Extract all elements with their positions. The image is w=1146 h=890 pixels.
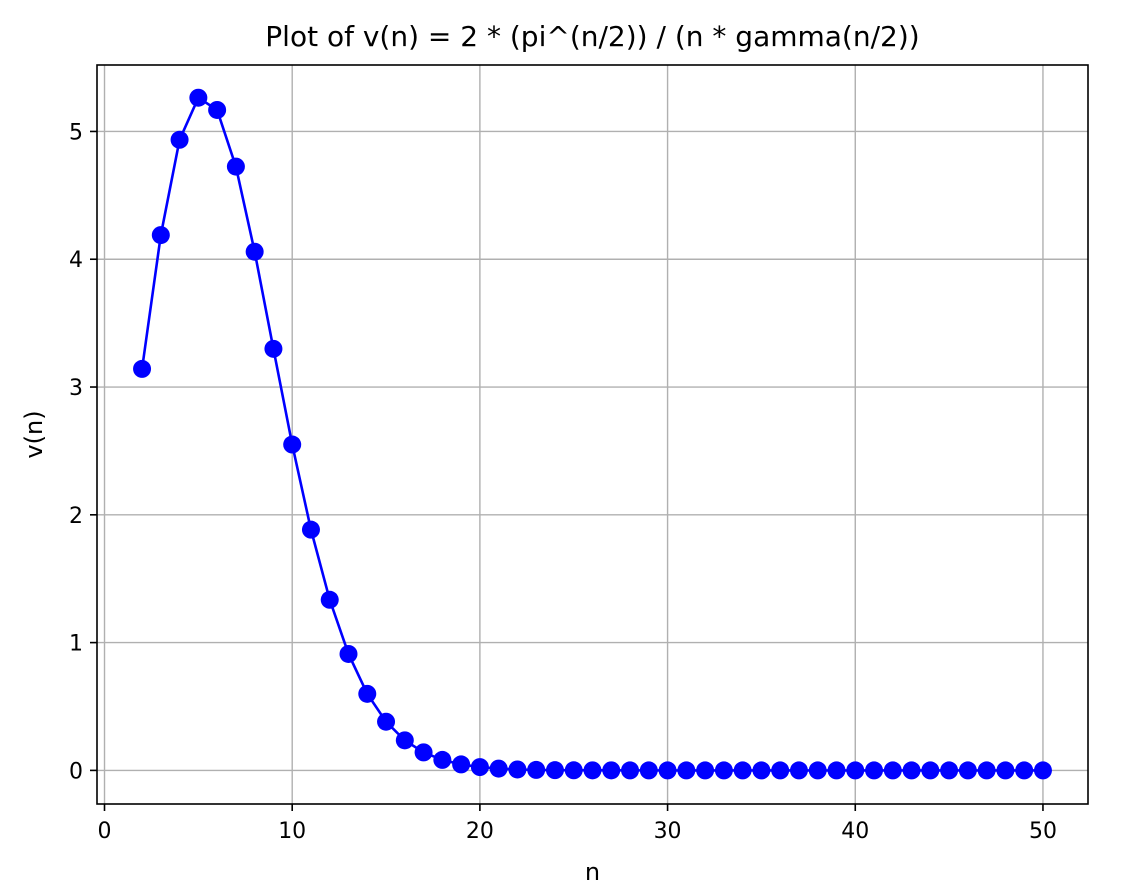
data-point xyxy=(320,590,339,609)
data-point xyxy=(283,435,302,454)
data-point xyxy=(714,761,733,780)
data-point xyxy=(602,761,621,780)
y-tick-label: 0 xyxy=(69,759,83,784)
data-point xyxy=(151,226,170,245)
data-point xyxy=(489,759,508,778)
series-layer xyxy=(133,88,1052,780)
axis-ticks: 0 10 20 30 40 50 0 1 2 3 4 5 xyxy=(69,120,1057,844)
data-point xyxy=(1015,761,1034,780)
y-tick-label: 3 xyxy=(69,376,83,401)
x-tick-label: 10 xyxy=(278,819,306,844)
y-tick-label: 2 xyxy=(69,504,83,529)
data-point xyxy=(977,761,996,780)
data-point xyxy=(846,761,865,780)
data-point xyxy=(226,157,245,176)
y-axis-label: v(n) xyxy=(20,410,48,458)
data-point xyxy=(677,761,696,780)
data-point xyxy=(208,100,227,119)
y-tick-label: 4 xyxy=(69,248,83,273)
x-tick-label: 30 xyxy=(654,819,682,844)
data-point xyxy=(414,743,433,762)
data-point xyxy=(264,339,283,358)
data-point xyxy=(452,755,471,774)
x-tick-label: 40 xyxy=(841,819,869,844)
plot-frame xyxy=(96,64,1089,805)
data-point xyxy=(377,712,396,731)
data-point xyxy=(508,760,527,779)
data-point xyxy=(940,761,959,780)
x-axis-label: n xyxy=(585,858,600,886)
data-point xyxy=(470,758,489,777)
data-point xyxy=(752,761,771,780)
data-point xyxy=(133,359,152,378)
x-tick-label: 50 xyxy=(1029,819,1057,844)
data-point xyxy=(902,761,921,780)
data-point xyxy=(170,130,189,149)
data-point xyxy=(433,750,452,769)
data-point xyxy=(1033,761,1052,780)
data-point xyxy=(639,761,658,780)
x-tick-label: 20 xyxy=(466,819,494,844)
data-point xyxy=(339,644,358,663)
data-point xyxy=(789,761,808,780)
data-point xyxy=(564,761,583,780)
data-point xyxy=(865,761,884,780)
y-tick-label: 5 xyxy=(69,120,83,145)
data-point xyxy=(527,760,546,779)
data-point xyxy=(883,761,902,780)
data-point xyxy=(808,761,827,780)
data-point xyxy=(827,761,846,780)
data-point xyxy=(771,761,790,780)
data-point xyxy=(358,684,377,703)
data-point xyxy=(245,242,264,261)
data-point xyxy=(958,761,977,780)
data-point xyxy=(583,761,602,780)
data-point xyxy=(395,731,414,750)
data-point xyxy=(921,761,940,780)
chart-title: Plot of v(n) = 2 * (pi^(n/2)) / (n * gam… xyxy=(265,20,919,53)
data-point xyxy=(621,761,640,780)
data-point xyxy=(545,761,564,780)
data-point xyxy=(996,761,1015,780)
x-tick-label: 0 xyxy=(98,819,112,844)
data-point xyxy=(189,88,208,107)
data-point xyxy=(733,761,752,780)
data-point xyxy=(301,520,320,539)
data-point xyxy=(696,761,715,780)
data-point xyxy=(658,761,677,780)
y-tick-label: 1 xyxy=(69,632,83,657)
grid xyxy=(97,65,1088,804)
